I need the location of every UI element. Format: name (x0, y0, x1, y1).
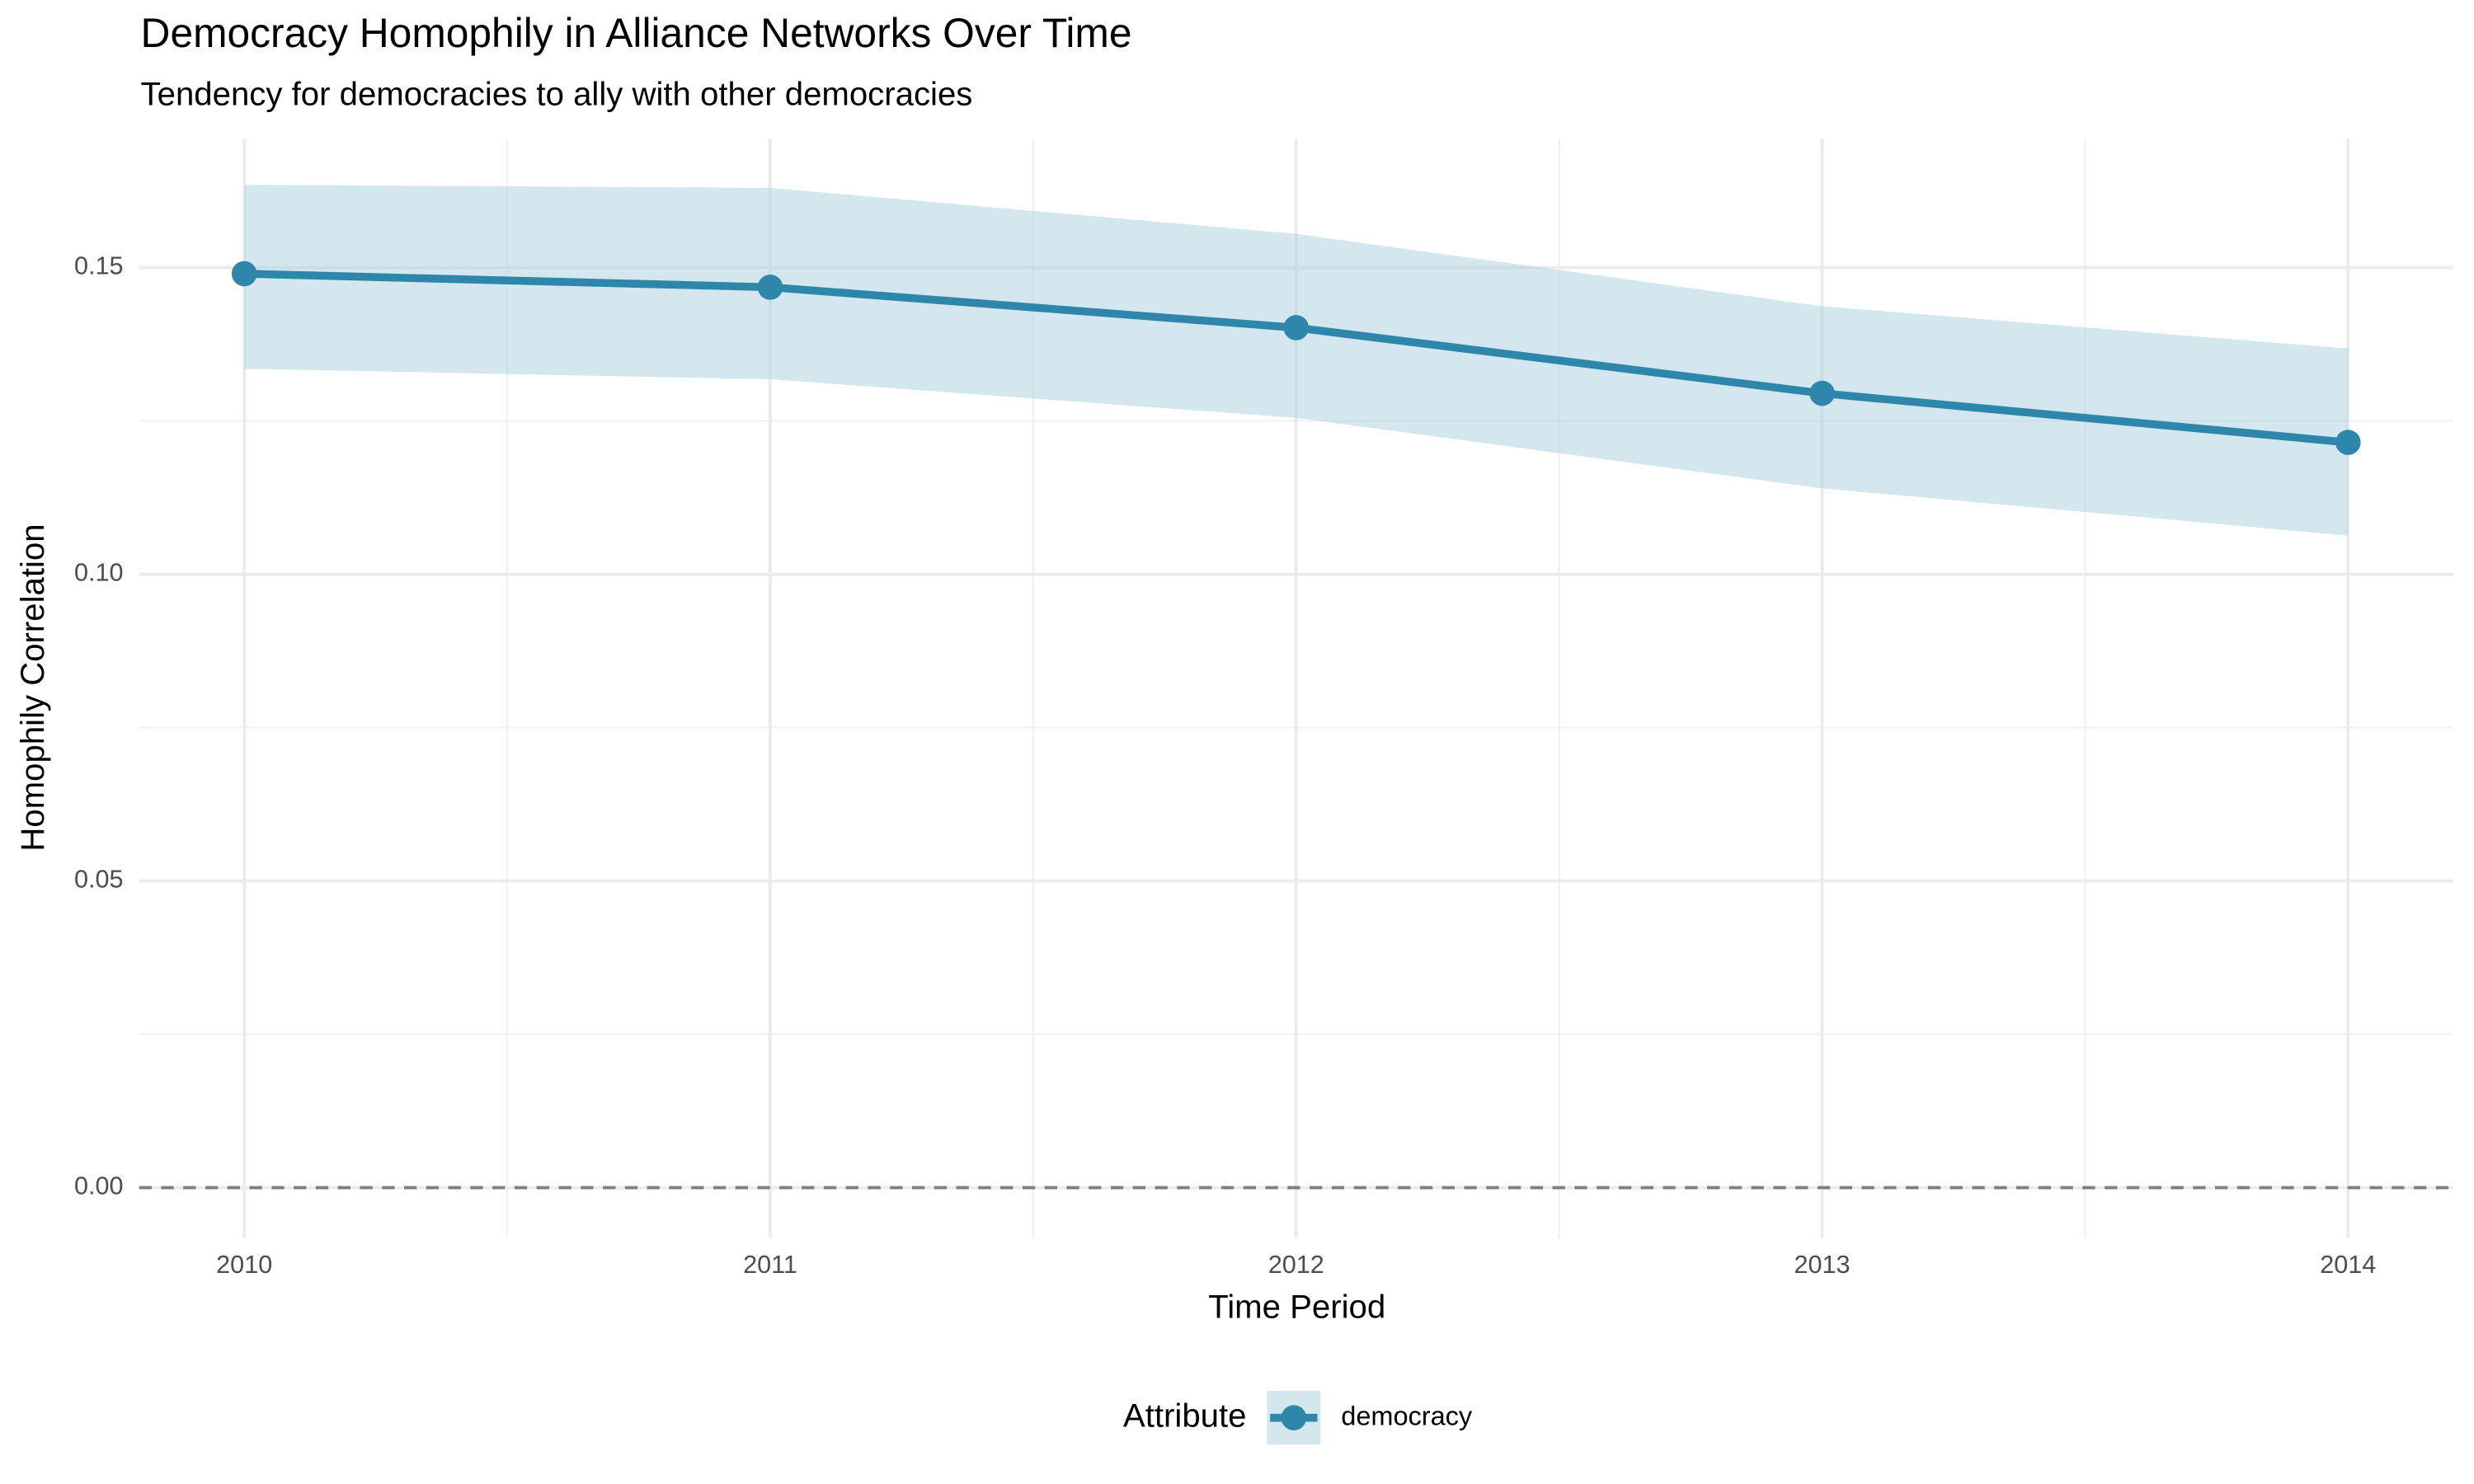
legend-label: democracy (1341, 1401, 1473, 1430)
x-tick-label: 2011 (743, 1251, 797, 1279)
data-point (757, 275, 783, 300)
x-tick-label: 2014 (2320, 1251, 2376, 1279)
y-axis-label: Homophily Correlation (14, 524, 51, 851)
x-tick-label: 2012 (1268, 1251, 1324, 1279)
y-tick-label: 0.00 (74, 1172, 124, 1200)
data-point (1809, 380, 1835, 406)
data-point (231, 261, 257, 287)
x-axis-label: Time Period (1208, 1288, 1385, 1325)
y-tick-label: 0.15 (74, 252, 124, 280)
y-tick-label: 0.10 (74, 559, 124, 587)
legend: Attribute democracy (1123, 1391, 1473, 1445)
legend-point (1281, 1405, 1307, 1430)
chart-subtitle: Tendency for democracies to ally with ot… (141, 75, 973, 112)
confidence-band (244, 185, 2349, 536)
y-tick-label: 0.05 (74, 866, 124, 894)
data-point (1283, 315, 1310, 340)
chart-title: Democracy Homophily in Alliance Networks… (141, 10, 1132, 56)
legend-title: Attribute (1123, 1397, 1247, 1434)
x-tick-label: 2013 (1794, 1251, 1850, 1279)
data-point (2335, 430, 2361, 455)
x-tick-label: 2010 (216, 1251, 272, 1279)
